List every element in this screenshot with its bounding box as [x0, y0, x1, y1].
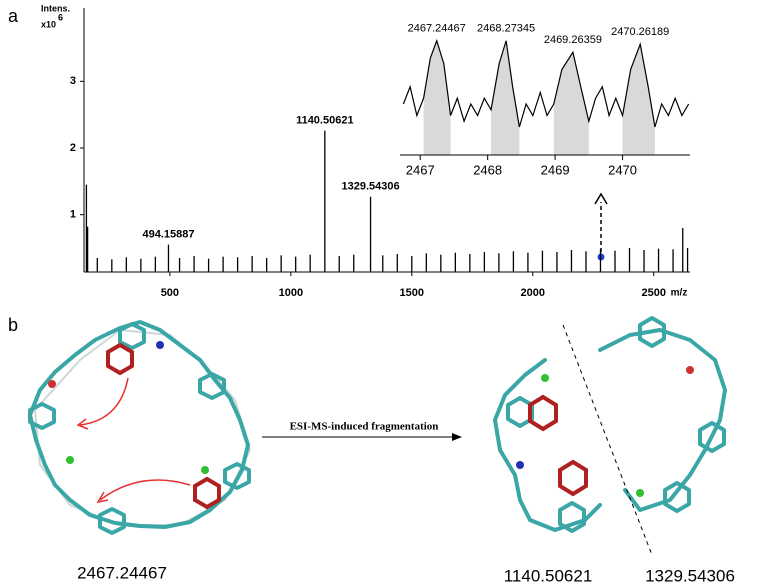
peak-label: 2470.26189	[611, 26, 669, 38]
peak-label: 494.15887	[142, 229, 194, 241]
x-tick-label: 2500	[641, 287, 665, 299]
peak-label: 2467.24467	[408, 23, 466, 35]
y-axis-unit-exp: 6	[58, 12, 63, 22]
peak-label: 2469.26359	[544, 34, 602, 46]
panel-label: b	[8, 315, 18, 335]
x-axis-label: m/z	[671, 288, 688, 299]
mass-label: 1140.50621	[504, 566, 593, 585]
peak-area	[423, 40, 451, 155]
y-tick-label: 3	[70, 75, 76, 87]
mass-label: 1329.54306	[645, 566, 735, 585]
x-tick-label: 1000	[279, 287, 303, 299]
fragmentation-arrow-head	[452, 433, 462, 441]
panel-label: a	[8, 6, 19, 26]
x-tick-label: 2467	[406, 162, 435, 177]
x-tick-label: 2469	[541, 162, 570, 177]
y-tick-label: 2	[70, 142, 76, 154]
y-tick-label: 1	[70, 209, 76, 221]
mass-label: 2467.24467	[77, 563, 167, 582]
molecule-cyclic	[28, 320, 252, 535]
x-tick-label: 2468	[473, 162, 502, 177]
peak-area	[553, 52, 589, 155]
isotope-curve	[402, 38, 690, 128]
y-axis-unit: x10	[41, 19, 56, 29]
fragment-divider	[562, 324, 653, 556]
x-tick-label: 1500	[400, 287, 424, 299]
y-axis-label: Intens.	[41, 3, 70, 13]
arrow-label: ESI-MS-induced fragmentation	[290, 421, 439, 433]
x-tick-label: 2470	[608, 162, 637, 177]
peak-area	[491, 40, 520, 155]
fragments	[493, 316, 727, 533]
x-tick-label: 2000	[521, 287, 545, 299]
zoom-arrow-head	[594, 192, 608, 205]
peak-label: 2468.27345	[477, 23, 535, 35]
peak-label: 1329.54306	[341, 181, 399, 193]
x-tick-label: 500	[161, 287, 179, 299]
peak-label: 1140.50621	[296, 115, 354, 127]
